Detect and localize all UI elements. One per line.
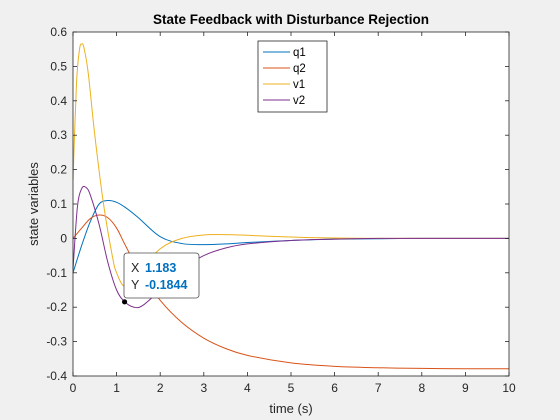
x-tick-label: 9 (462, 381, 469, 395)
y-tick-label: 0.4 (50, 94, 67, 108)
y-tick-label: 0.5 (50, 59, 67, 73)
y-tick-label: 0 (60, 231, 67, 245)
datatip-x-label: X (131, 261, 140, 275)
x-axis-ticks: 0 1 2 3 4 5 6 7 8 9 10 (70, 32, 516, 395)
x-tick-label: 0 (70, 381, 77, 395)
y-tick-label: 0.2 (50, 163, 67, 177)
x-tick-label: 6 (331, 381, 338, 395)
x-tick-label: 3 (200, 381, 207, 395)
series-line-v2[interactable] (72, 185, 509, 309)
chart-title: State Feedback with Disturbance Rejectio… (153, 12, 429, 27)
x-tick-label: 2 (157, 381, 164, 395)
datatip-y-label: Y (131, 278, 140, 292)
legend-label-v1: v1 (293, 79, 305, 91)
y-tick-label: 0.1 (50, 197, 67, 211)
x-tick-label: 8 (418, 381, 425, 395)
y-axis-label: state variables (26, 162, 41, 246)
x-axis-label: time (s) (269, 401, 312, 416)
y-tick-label: 0.3 (50, 128, 67, 142)
y-tick-label: -0.3 (46, 335, 67, 349)
legend-label-q2: q2 (293, 63, 306, 75)
datatip-marker[interactable] (121, 299, 128, 305)
legend[interactable]: q1 q2 v1 v2 (257, 40, 328, 113)
datatip-box (123, 252, 200, 299)
datatip-y-value: -0.1844 (145, 278, 187, 292)
x-tick-label: 10 (502, 381, 516, 395)
y-tick-label: -0.4 (46, 369, 67, 383)
y-tick-label: -0.2 (46, 300, 67, 314)
datatip-x-value: 1.183 (145, 261, 176, 275)
series-line-q2[interactable] (72, 214, 510, 370)
x-tick-label: 1 (113, 381, 120, 395)
datatip[interactable]: X 1.183 Y -0.1844 (121, 252, 200, 305)
x-tick-label: 7 (375, 381, 382, 395)
y-tick-label: 0.6 (50, 25, 67, 39)
y-axis-ticks: -0.4 -0.3 -0.2 -0.1 0 0.1 0.2 0.3 0.4 0.5 0.6 (46, 25, 509, 383)
y-tick-label: -0.1 (46, 266, 67, 280)
legend-label-v2: v2 (293, 95, 305, 107)
x-tick-label: 4 (244, 381, 251, 395)
legend-label-q1: q1 (293, 47, 306, 59)
x-tick-label: 5 (288, 381, 295, 395)
